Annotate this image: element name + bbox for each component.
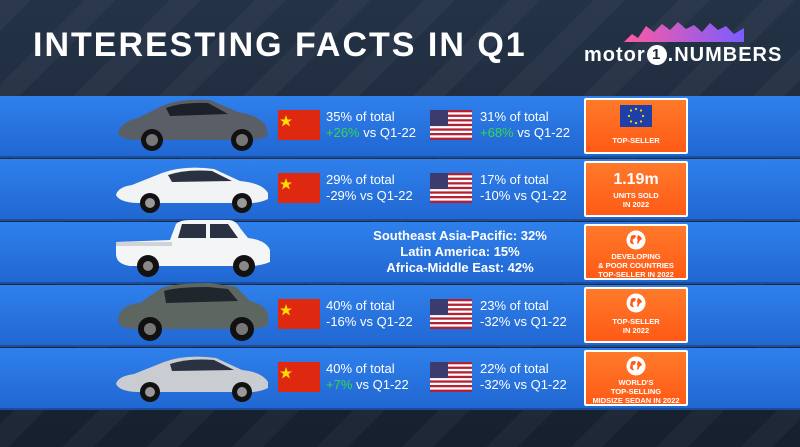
usa-change-value: -32%	[480, 377, 511, 392]
fact-badge: DEVELOPING & POOR COUNTRIES TOP-SELLER I…	[584, 224, 688, 280]
header: INTERESTING FACTS IN Q1 motor 1 .NUMBERS	[0, 0, 800, 90]
usa-stat: 17% of total -10% vs Q1-22	[480, 172, 567, 204]
usa-flag-icon	[430, 362, 472, 392]
region-item: Southeast Asia-Pacific: 32%	[373, 228, 547, 243]
usa-share: 22% of total	[480, 361, 549, 376]
china-flag-icon	[278, 110, 320, 140]
usa-change: +68% vs Q1-22	[480, 125, 570, 141]
logo-bars-graphic	[624, 22, 744, 42]
china-stat: 40% of total +7% vs Q1-22	[326, 361, 409, 393]
usa-change-suffix: vs Q1-22	[510, 314, 567, 329]
china-change-suffix: vs Q1-22	[359, 125, 416, 140]
china-change: +26% vs Q1-22	[326, 125, 416, 141]
usa-change: -10% vs Q1-22	[480, 188, 567, 204]
logo-text: motor 1 .NUMBERS	[584, 44, 781, 67]
logo-text-numbers: .NUMBERS	[667, 44, 783, 66]
china-change-value: +7%	[326, 377, 353, 392]
suv-crossover-icon	[118, 99, 268, 151]
china-share: 40% of total	[326, 298, 395, 313]
usa-change-suffix: vs Q1-22	[510, 377, 567, 392]
region-item: Africa-Middle East: 42%	[386, 260, 534, 275]
fact-row: 40% of total +7% vs Q1-22 22% of total -…	[0, 348, 800, 410]
fact-row: 29% of total -29% vs Q1-22 17% of total …	[0, 159, 800, 221]
usa-stat: 31% of total +68% vs Q1-22	[480, 109, 570, 141]
fact-badge: TOP-SELLER IN 2022	[584, 287, 688, 343]
china-stat: 29% of total -29% vs Q1-22	[326, 172, 413, 204]
usa-share: 23% of total	[480, 298, 549, 313]
fact-row: 40% of total -16% vs Q1-22 23% of total …	[0, 283, 800, 347]
fact-badge: 1.19m UNITS SOLD IN 2022	[584, 161, 688, 217]
usa-share: 17% of total	[480, 172, 549, 187]
china-share: 29% of total	[326, 172, 395, 187]
fact-badge: WORLD'S TOP-SELLING MIDSIZE SEDAN IN 202…	[584, 350, 688, 406]
china-share: 35% of total	[326, 109, 395, 124]
logo-text-motor: motor	[584, 44, 646, 66]
eu-flag-icon	[620, 105, 652, 127]
china-change-value: -29%	[326, 188, 357, 203]
fact-badge: TOP-SELLER	[584, 98, 688, 154]
fact-row: Southeast Asia-Pacific: 32% Latin Americ…	[0, 220, 800, 284]
china-change: -16% vs Q1-22	[326, 314, 413, 330]
usa-change: -32% vs Q1-22	[480, 314, 567, 330]
badge-text: TOP-SELLER	[612, 136, 660, 145]
usa-change: -32% vs Q1-22	[480, 377, 567, 393]
usa-stat: 23% of total -32% vs Q1-22	[480, 298, 567, 330]
regions-list: Southeast Asia-Pacific: 32% Latin Americ…	[330, 228, 590, 276]
badge-text: WORLD'S TOP-SELLING MIDSIZE SEDAN IN 202…	[592, 378, 680, 405]
usa-share: 31% of total	[480, 109, 549, 124]
suv-icon	[118, 283, 268, 341]
usa-flag-icon	[430, 299, 472, 329]
china-change: +7% vs Q1-22	[326, 377, 409, 393]
usa-flag-icon	[430, 110, 472, 140]
china-change-suffix: vs Q1-22	[352, 377, 409, 392]
china-change: -29% vs Q1-22	[326, 188, 413, 204]
fact-row: 35% of total +26% vs Q1-22 31% of total …	[0, 96, 800, 158]
usa-change-value: +68%	[480, 125, 514, 140]
china-share: 40% of total	[326, 361, 395, 376]
globe-icon	[626, 293, 646, 313]
china-change-value: -16%	[326, 314, 357, 329]
badge-text: TOP-SELLER IN 2022	[612, 317, 660, 335]
china-flag-icon	[278, 362, 320, 392]
usa-stat: 22% of total -32% vs Q1-22	[480, 361, 567, 393]
china-flag-icon	[278, 299, 320, 329]
sedan-icon	[116, 167, 268, 213]
pickup-truck-icon	[116, 220, 270, 277]
china-change-value: +26%	[326, 125, 360, 140]
badge-text: DEVELOPING & POOR COUNTRIES TOP-SELLER I…	[598, 252, 674, 279]
china-stat: 35% of total +26% vs Q1-22	[326, 109, 416, 141]
usa-change-suffix: vs Q1-22	[513, 125, 570, 140]
badge-text: UNITS SOLD IN 2022	[613, 191, 659, 209]
motor1-numbers-logo: motor 1 .NUMBERS	[584, 20, 781, 72]
china-flag-icon	[278, 173, 320, 203]
region-item: Latin America: 15%	[400, 244, 520, 259]
sedan-icon	[116, 356, 268, 402]
page-title: INTERESTING FACTS IN Q1	[33, 26, 527, 64]
logo-one-circle: 1	[646, 45, 667, 65]
usa-change-suffix: vs Q1-22	[510, 188, 567, 203]
usa-flag-icon	[430, 173, 472, 203]
badge-number: 1.19m	[613, 171, 659, 188]
globe-icon	[626, 356, 646, 376]
china-change-suffix: vs Q1-22	[356, 314, 413, 329]
china-stat: 40% of total -16% vs Q1-22	[326, 298, 413, 330]
usa-change-value: -10%	[480, 188, 511, 203]
china-change-suffix: vs Q1-22	[356, 188, 413, 203]
usa-change-value: -32%	[480, 314, 511, 329]
globe-icon	[626, 230, 646, 250]
